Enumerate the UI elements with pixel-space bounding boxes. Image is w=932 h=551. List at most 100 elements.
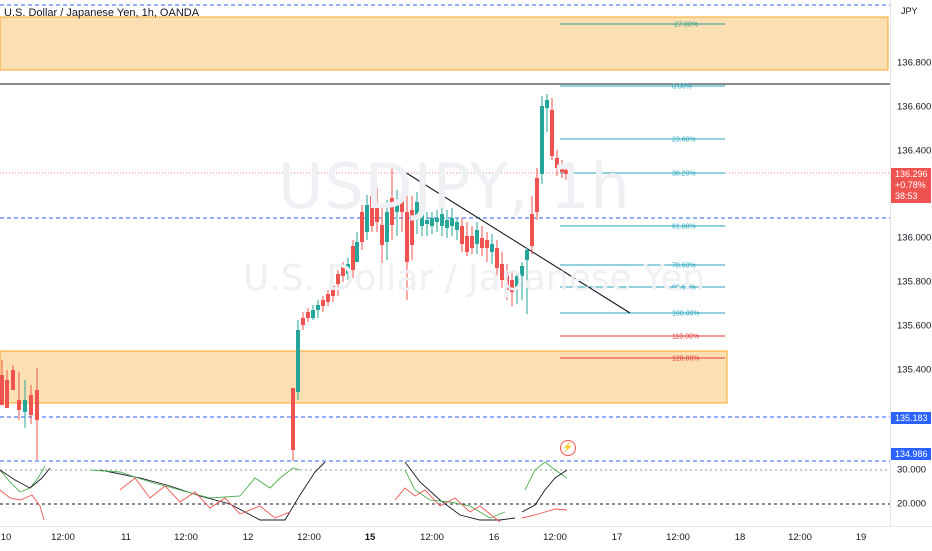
candle-body — [410, 210, 414, 245]
candle-body — [390, 198, 394, 225]
chart-pane[interactable]: -27.00% 0.00% 23.60% 38.20% 61.80% 78.60% 88.6… — [0, 0, 890, 526]
candle-body — [11, 370, 15, 390]
candle-body — [331, 286, 335, 296]
time-label: 12:00 — [788, 532, 812, 543]
candle-body — [460, 226, 464, 244]
candle-body — [480, 238, 484, 248]
indicator-line-rsi — [119, 477, 291, 519]
candle-body — [475, 230, 479, 244]
candle-body — [564, 170, 568, 174]
candle-body — [440, 214, 444, 226]
candle-body — [301, 318, 305, 325]
price-label: 135.800 — [897, 276, 932, 288]
price-chart-canvas[interactable]: -27.00% 0.00% 23.60% 38.20% 61.80% 78.60% 88.6… — [0, 0, 890, 526]
candle-body — [425, 220, 429, 224]
time-label: 16 — [488, 532, 500, 543]
candle-body — [370, 196, 374, 226]
supply-zone — [0, 16, 889, 71]
price-label: 136.400 — [897, 145, 932, 157]
price-axis[interactable]: JPY 136.800 136.600 136.400 136.000 135.… — [890, 0, 932, 526]
indicator-line-rsi — [0, 489, 45, 521]
indicator-label: 30.000 — [897, 464, 927, 476]
fib-level-label: 100.00% — [672, 311, 700, 318]
candle-body — [385, 212, 389, 242]
indicator-line-rsi — [521, 508, 568, 519]
time-label: 15 — [364, 532, 376, 543]
fib-level-label: 61.80% — [672, 224, 696, 231]
time-label: 12:00 — [51, 532, 75, 543]
candle-body — [490, 244, 494, 252]
time-label: 12:00 — [420, 532, 444, 543]
fib-level-label: 78.60% — [672, 263, 696, 270]
candle-body — [291, 388, 295, 450]
indicator-line-fast — [524, 461, 568, 491]
candle-body — [470, 236, 474, 248]
fib-level-label: -27.00% — [672, 22, 698, 29]
candle-body — [17, 400, 21, 410]
candle-body — [560, 164, 564, 172]
candle-body — [455, 222, 459, 230]
candle-body — [530, 214, 534, 246]
current-price-change: +0.78% — [895, 180, 926, 190]
price-label: 135.600 — [897, 320, 932, 332]
indicator-line-slow — [521, 469, 568, 513]
time-label: 17 — [611, 532, 623, 543]
candle-body — [400, 198, 404, 212]
indicator-label: 20.000 — [897, 498, 927, 510]
candle-body — [415, 202, 419, 220]
candle-body — [5, 380, 9, 408]
indicator-line-fast — [0, 465, 46, 493]
candle-body — [29, 395, 33, 415]
level-tag: 134.986 — [891, 448, 931, 460]
current-price-tag: 136.296 +0.78% 38:53 — [891, 168, 931, 203]
time-label: 12:00 — [174, 532, 198, 543]
candle-body — [35, 390, 39, 420]
fib-level-label: 88.60% — [672, 285, 696, 292]
time-axis[interactable]: 10 12:00 11 12:00 12 12:00 15 12:00 16 1… — [0, 526, 932, 551]
time-label: 12:00 — [297, 532, 321, 543]
chart-title[interactable]: U.S. Dollar / Japanese Yen, 1h, OANDA — [4, 7, 200, 19]
candle-body — [351, 246, 355, 270]
candle-body — [525, 250, 529, 260]
time-label: 19 — [855, 532, 867, 543]
candle-body — [380, 225, 384, 245]
candle-body — [445, 220, 449, 228]
candle-body — [450, 218, 454, 226]
indicator-line-slow — [99, 461, 326, 521]
candle-body — [465, 236, 469, 252]
fib-level-label: 23.60% — [672, 137, 696, 144]
candle-body — [535, 178, 539, 212]
candle-body — [545, 100, 549, 108]
time-label: 10 — [0, 532, 12, 543]
candle-body — [341, 266, 345, 276]
candle-body — [500, 264, 504, 280]
candle-body — [23, 400, 27, 412]
flash-icon[interactable]: ⚡ — [560, 440, 576, 456]
candle-body — [420, 212, 424, 226]
fib-level-label: 110.00% — [672, 334, 699, 341]
indicator-line-slow — [0, 467, 51, 489]
price-label: 135.400 — [897, 364, 932, 376]
candle-body — [365, 205, 369, 232]
candle-body — [306, 312, 310, 318]
candle-body — [311, 310, 315, 318]
current-price-value: 136.296 — [895, 169, 928, 179]
candle-body — [555, 158, 559, 168]
candle-body — [495, 248, 499, 268]
time-label: 11 — [121, 532, 131, 543]
currency-label: JPY — [901, 6, 918, 16]
candle-body — [435, 218, 439, 222]
candle-body — [346, 264, 350, 274]
candle-body — [515, 276, 519, 288]
candle-body — [550, 110, 554, 156]
candle-body — [355, 242, 359, 262]
candle-body — [316, 305, 320, 310]
bar-countdown: 38:53 — [895, 191, 918, 201]
time-label: 18 — [734, 532, 746, 543]
candle-body — [485, 240, 489, 248]
candle-body — [430, 218, 434, 226]
candle-body — [326, 294, 330, 302]
candle-body — [510, 280, 514, 292]
price-label: 136.000 — [897, 232, 932, 244]
candle-body — [0, 375, 4, 405]
